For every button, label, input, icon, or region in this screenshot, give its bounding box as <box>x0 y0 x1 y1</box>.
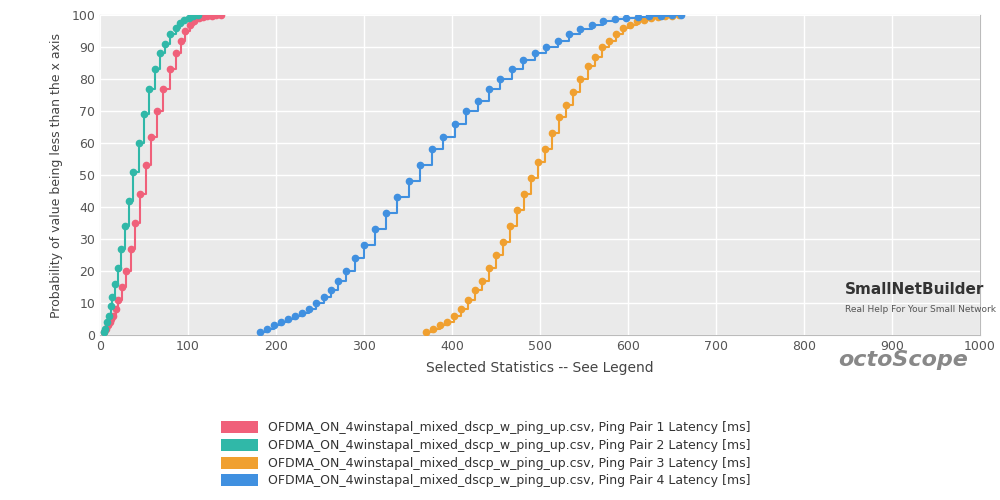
X-axis label: Selected Statistics -- See Legend: Selected Statistics -- See Legend <box>426 361 654 375</box>
Text: Real Help For Your Small Network: Real Help For Your Small Network <box>845 306 996 314</box>
Text: octoScope: octoScope <box>838 350 968 370</box>
Legend: OFDMA_ON_4winstapal_mixed_dscp_w_ping_up.csv, Ping Pair 1 Latency [ms], OFDMA_ON: OFDMA_ON_4winstapal_mixed_dscp_w_ping_up… <box>221 421 751 488</box>
Y-axis label: Probability of value being less than the x axis: Probability of value being less than the… <box>50 32 63 318</box>
Text: SmallNetBuilder: SmallNetBuilder <box>845 282 984 298</box>
